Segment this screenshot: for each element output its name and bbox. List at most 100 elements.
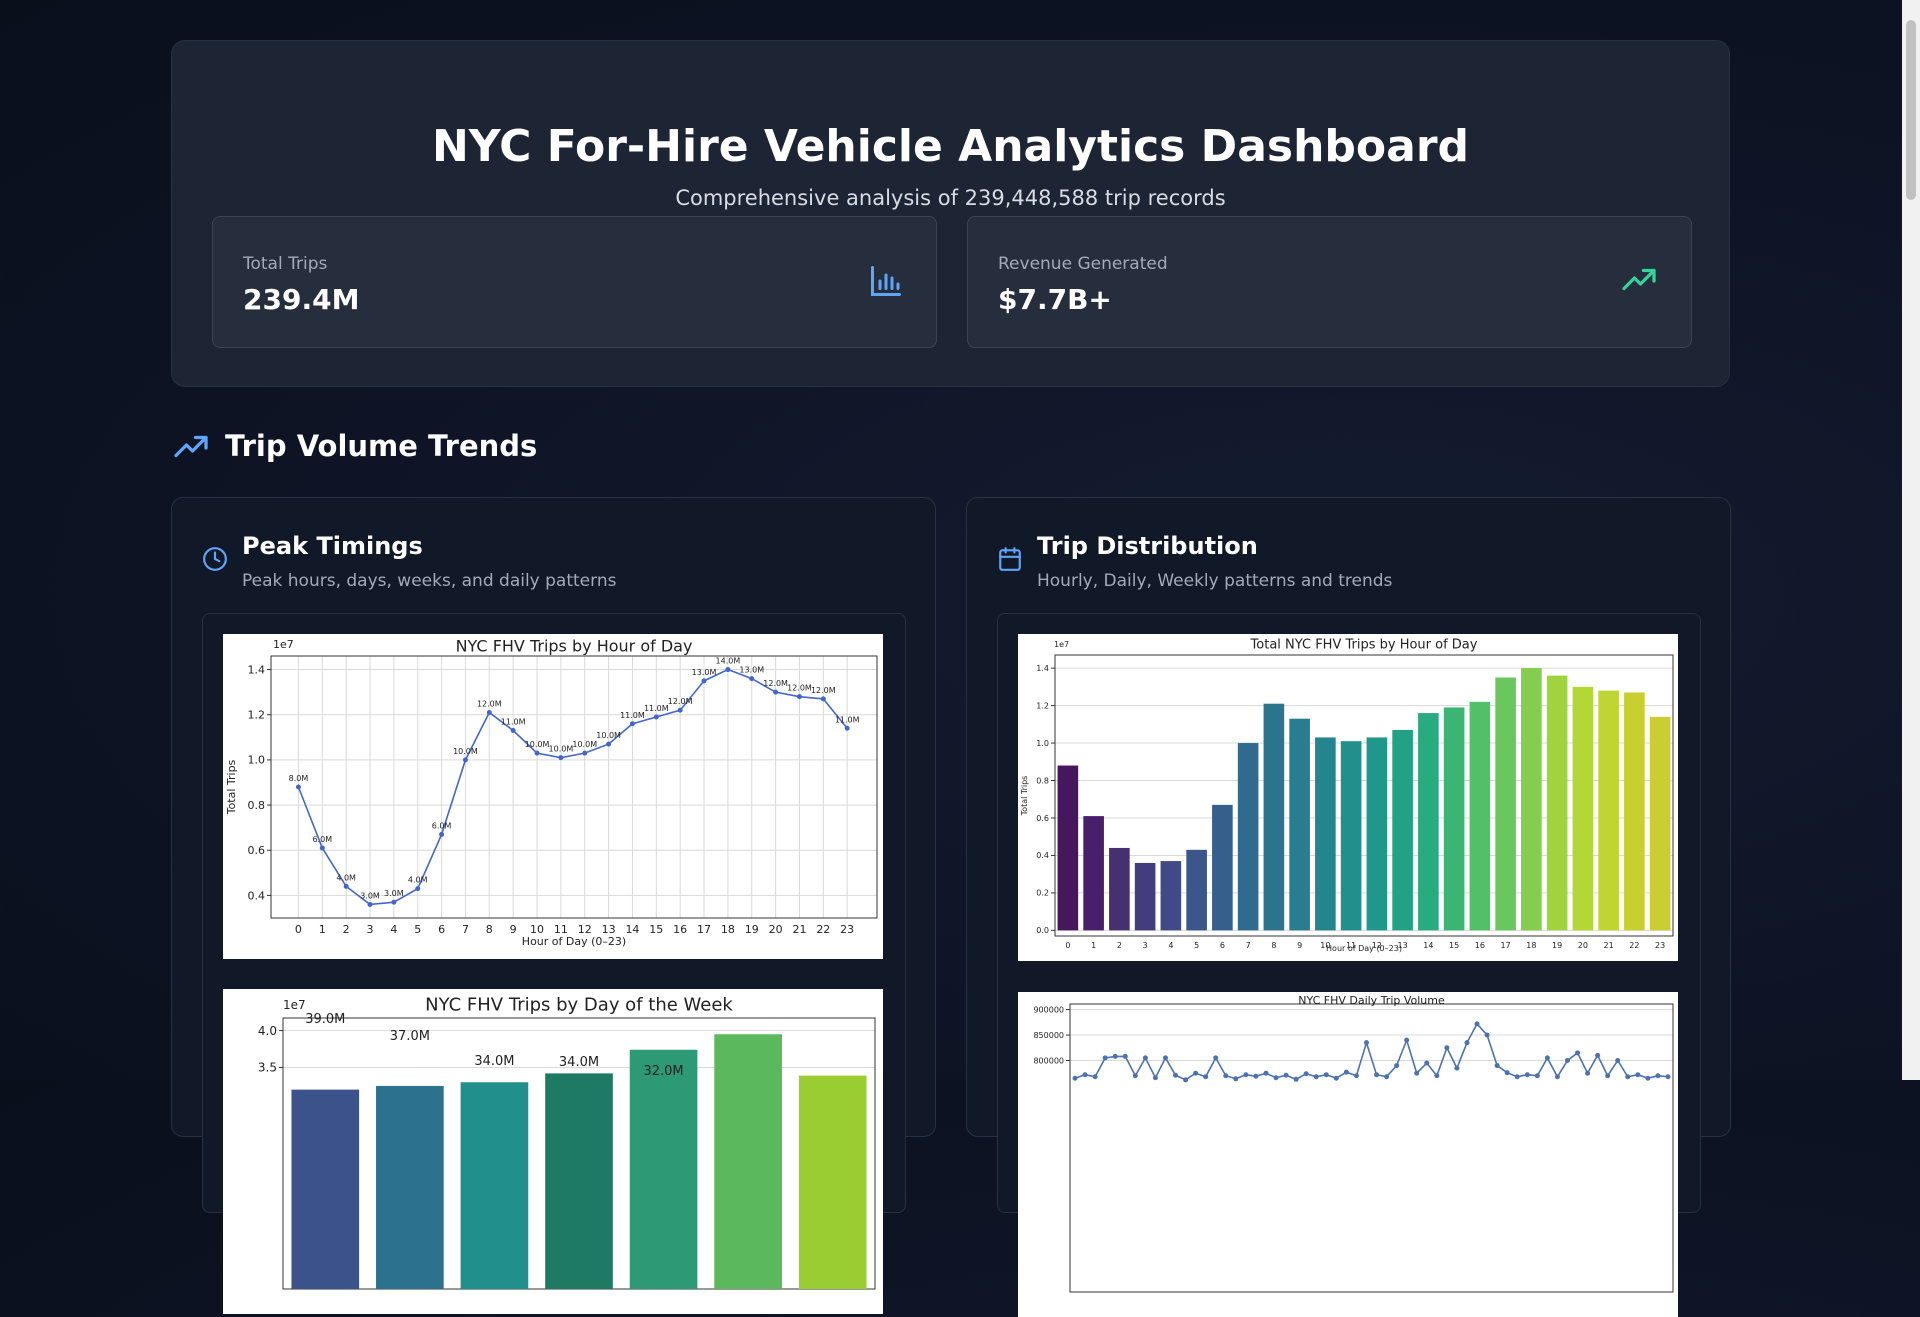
value-label: 13.0M <box>692 668 717 677</box>
bar <box>291 1089 360 1289</box>
x-tick-label: 23 <box>840 923 854 936</box>
y-tick-label: 1.4 <box>248 663 266 676</box>
point <box>629 721 635 727</box>
x-tick-label: 2 <box>1117 941 1122 950</box>
card-title: Peak Timings <box>242 532 423 560</box>
bar <box>1315 737 1336 931</box>
point <box>558 755 564 761</box>
point <box>462 757 468 763</box>
x-tick-label: 23 <box>1655 941 1665 950</box>
y-tick-label: 4.0 <box>258 1024 277 1038</box>
x-tick-label: 7 <box>1246 941 1251 950</box>
point <box>1484 1032 1490 1038</box>
point <box>1424 1060 1430 1066</box>
x-tick-label: 10 <box>1320 941 1330 950</box>
x-tick-label: 21 <box>792 923 806 936</box>
value-label: 10.0M <box>549 745 574 754</box>
bar <box>1160 861 1182 931</box>
bar <box>545 1073 613 1289</box>
x-tick-label: 4 <box>390 923 397 936</box>
value-label: 12.0M <box>787 684 812 693</box>
point <box>1514 1074 1520 1080</box>
chart-title: NYC FHV Trips by Hour of Day <box>456 637 693 656</box>
point <box>319 845 325 851</box>
section-icon <box>174 435 208 458</box>
stat-value: 239.4M <box>243 283 360 316</box>
value-label: 32.0M <box>643 1064 683 1079</box>
point <box>1434 1073 1440 1079</box>
point <box>1635 1072 1641 1078</box>
y-tick-label: 850000 <box>1033 1031 1064 1040</box>
point <box>1313 1074 1319 1080</box>
chart-panel: 0.4 0.6 0.8 1.0 1.2 1.4 0 1 2 3 4 5 6 7 8 9 10 11 12 13 14 15… <box>202 613 906 1314</box>
scrollbar[interactable] <box>1902 0 1920 1080</box>
x-tick-label: 16 <box>1475 941 1485 950</box>
y-tick-label: 1.4 <box>1036 664 1049 673</box>
x-tick-label: 14 <box>625 923 639 936</box>
y-tick-label: 900000 <box>1033 1005 1064 1014</box>
point <box>1363 1040 1369 1046</box>
line <box>297 668 848 906</box>
point <box>1595 1052 1601 1058</box>
point <box>1253 1073 1259 1079</box>
y-tick-label: 0.8 <box>1036 776 1049 785</box>
x-tick-label: 0 <box>295 923 302 936</box>
chart-title: NYC FHV Daily Trip Volume <box>1298 994 1445 1007</box>
axis-offset-label: 1e7 <box>283 998 306 1012</box>
point <box>391 899 397 905</box>
stat-label: Total Trips <box>243 254 328 274</box>
y-tick-label: 0.0 <box>1036 926 1049 935</box>
x-tick-label: 8 <box>486 923 493 936</box>
value-label: 4.0M <box>336 873 356 882</box>
value-label: 39.0M <box>305 1012 345 1027</box>
point <box>1665 1074 1671 1080</box>
chart-card: Peak Timings Peak hours, days, weeks, an… <box>171 497 936 1314</box>
y-tick-label: 0.8 <box>248 799 266 812</box>
point <box>510 728 516 734</box>
y-tick-label: 0.6 <box>1036 814 1049 823</box>
point <box>606 741 612 747</box>
axis-offset-label: 1e7 <box>273 638 294 651</box>
value-label: 34.0M <box>474 1054 514 1069</box>
value-label: 13.0M <box>739 666 764 675</box>
point <box>1394 1063 1400 1069</box>
bar <box>714 1034 782 1289</box>
value-label: 10.0M <box>525 740 550 749</box>
x-tick-label: 20 <box>1578 941 1588 950</box>
chart-panel: 0.0 0.2 0.4 0.6 0.8 1.0 1.2 1.4 0 1 2 3 4 5 6 7 8 9 10 11 12… <box>997 613 1701 1317</box>
point <box>1343 1069 1349 1075</box>
x-tick-label: 22 <box>816 923 830 936</box>
clock-icon <box>203 547 227 571</box>
point <box>844 725 850 731</box>
x-tick-label: 2 <box>343 923 350 936</box>
x-tick-label: 0 <box>1065 941 1070 950</box>
x-tick-label: 9 <box>1297 941 1302 950</box>
header-card: NYC For-Hire Vehicle Analytics Dashboard… <box>171 40 1730 387</box>
point <box>1464 1040 1470 1046</box>
chart-title: Total NYC FHV Trips by Hour of Day <box>1250 638 1478 653</box>
bar <box>1340 741 1362 931</box>
point <box>796 694 802 700</box>
y-tick-label: 0.6 <box>248 844 266 857</box>
point <box>1384 1074 1390 1080</box>
point <box>1645 1075 1651 1081</box>
bar <box>629 1049 698 1289</box>
calendar-icon <box>999 547 1021 571</box>
point <box>1263 1070 1269 1076</box>
point <box>1615 1057 1621 1063</box>
x-tick-label: 18 <box>721 923 735 936</box>
x-tick-label: 6 <box>438 923 445 936</box>
plot-frame <box>1069 1003 1674 1293</box>
bar <box>1083 816 1104 931</box>
x-tick-label: 12 <box>1372 941 1382 950</box>
point <box>1223 1073 1229 1079</box>
scrollbar-thumb[interactable] <box>1906 20 1916 200</box>
bar <box>1624 692 1645 931</box>
point <box>1333 1075 1339 1081</box>
card-title: Trip Distribution <box>1037 532 1258 560</box>
point <box>1444 1045 1450 1051</box>
x-tick-label: 5 <box>1194 941 1199 950</box>
point <box>1655 1073 1661 1079</box>
chart: 0.00.20.40.60.81.01.21.40 1 2 3 4 5 6 7 8 9 10 11 12… <box>1018 634 1678 961</box>
